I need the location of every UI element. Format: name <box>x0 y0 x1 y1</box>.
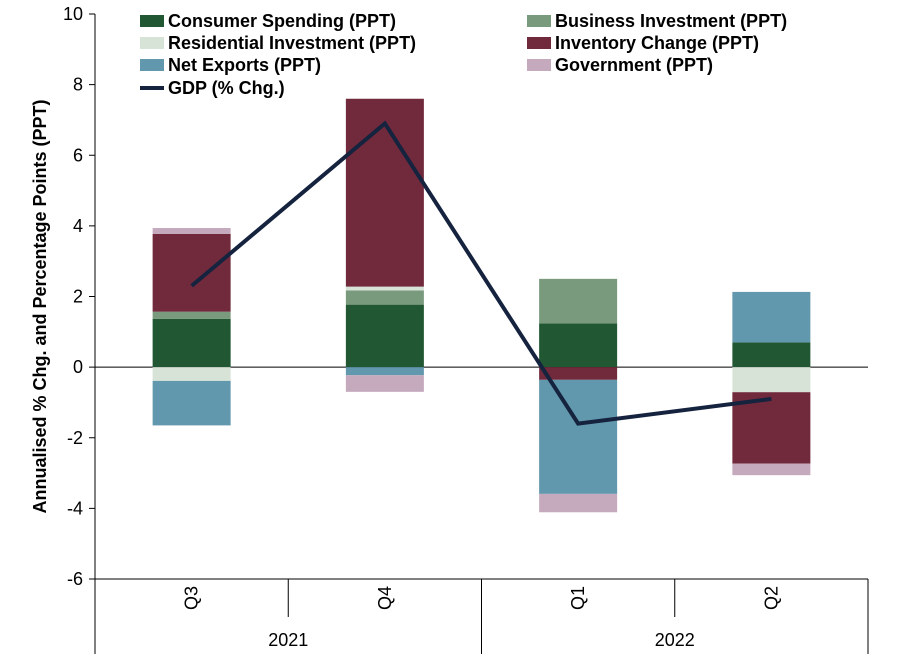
year-group-label: 2021 <box>268 630 308 650</box>
bar-segment <box>732 367 811 393</box>
y-axis-title: Annualised % Chg. and Percentage Points … <box>30 99 50 513</box>
legend-swatch <box>140 15 164 27</box>
bar-segment <box>345 375 424 392</box>
bar-segment <box>152 318 231 368</box>
bar-segment <box>152 227 231 234</box>
axes: 10 8 6 4 2 0 -2 -4 -6 Q3 Q4 Q1 Q2 2021 2022 Annualised … <box>30 4 869 654</box>
bar-segment <box>345 286 424 291</box>
y-tick-label: 0 <box>73 357 83 377</box>
bar-segment <box>539 367 618 380</box>
year-group-label: 2022 <box>655 630 695 650</box>
legend: Consumer Spending (PPT) Business Investme… <box>140 11 787 98</box>
x-tick-label: Q2 <box>761 586 781 610</box>
bar-segment <box>539 278 618 324</box>
y-tick-label: 4 <box>73 216 83 236</box>
bar-segment <box>732 291 811 343</box>
legend-label: Residential Investment (PPT) <box>168 33 416 53</box>
x-tick-label: Q1 <box>568 586 588 610</box>
gdp-line-group <box>190 120 772 426</box>
bar-segment <box>539 323 618 368</box>
legend-label: Net Exports (PPT) <box>168 55 321 75</box>
bar-segment <box>152 367 231 381</box>
bar-segment <box>539 493 618 513</box>
bar-segment <box>539 379 618 494</box>
bar-segment <box>345 367 424 376</box>
bar-segment <box>152 380 231 426</box>
bar-segment <box>152 233 231 312</box>
legend-label: GDP (% Chg.) <box>168 78 285 98</box>
y-tick-label: -2 <box>67 428 83 448</box>
bar-segment <box>345 98 424 287</box>
legend-swatch <box>140 59 164 71</box>
legend-label: Consumer Spending (PPT) <box>168 11 396 31</box>
bar-segment <box>732 342 811 368</box>
legend-label: Business Investment (PPT) <box>555 11 787 31</box>
y-tick-label: 8 <box>73 75 83 95</box>
legend-swatch <box>140 37 164 49</box>
y-tick-label: 6 <box>73 145 83 165</box>
y-tick-label: 2 <box>73 287 83 307</box>
y-tick-label: -6 <box>67 569 83 589</box>
legend-label: Government (PPT) <box>555 55 713 75</box>
bar-segment <box>732 463 811 476</box>
x-tick-label: Q3 <box>182 586 202 610</box>
gdp-line <box>190 120 772 426</box>
y-tick-label: -4 <box>67 498 83 518</box>
bar-segment <box>345 304 424 368</box>
bar-segment <box>345 290 424 305</box>
legend-swatch <box>527 37 551 49</box>
y-tick-label: 10 <box>63 4 83 24</box>
bar-segment <box>152 311 231 319</box>
legend-label: Inventory Change (PPT) <box>555 33 759 53</box>
legend-swatch <box>527 15 551 27</box>
legend-swatch <box>527 59 551 71</box>
x-tick-label: Q4 <box>375 586 395 610</box>
bars <box>152 98 811 513</box>
